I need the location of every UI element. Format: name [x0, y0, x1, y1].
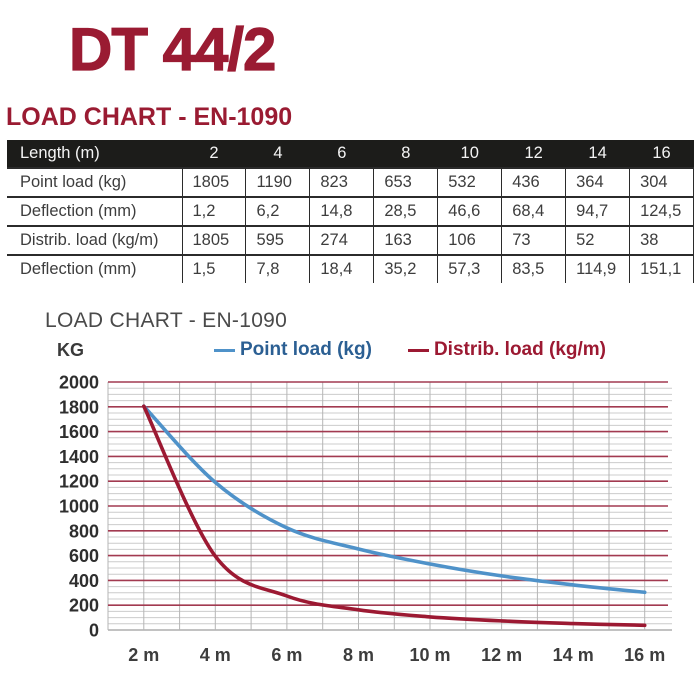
chart-legend: Point load (kg) Distrib. load (kg/m)	[214, 339, 606, 361]
table-cell: 6,2	[245, 196, 311, 226]
row-label: Distrib. load (kg/m)	[7, 225, 183, 255]
svg-text:8 m: 8 m	[343, 645, 374, 665]
svg-text:2 m: 2 m	[128, 645, 159, 665]
table-cell: 151,1	[629, 254, 694, 283]
table-header-value: 14	[565, 140, 630, 168]
point-load-line-swatch	[214, 348, 235, 352]
table-header-value: 10	[437, 140, 502, 168]
table-row: Deflection (mm) 1,2 6,2 14,8 28,5 46,6 68,4 94,…	[7, 196, 694, 226]
table-cell: 1805	[182, 225, 247, 255]
svg-text:1600: 1600	[59, 422, 99, 442]
distrib-load-line-swatch	[407, 348, 429, 352]
svg-text:800: 800	[69, 521, 99, 541]
table-cell: 46,6	[437, 196, 503, 226]
legend-label-distrib-load: Distrib. load (kg/m)	[433, 339, 607, 360]
table-header-value: 4	[245, 140, 310, 168]
table-cell: 595	[245, 225, 311, 255]
table-cell: 106	[437, 225, 503, 255]
svg-text:400: 400	[69, 571, 99, 591]
load-chart-heading: LOAD CHART - EN-1090	[6, 103, 293, 131]
table-cell: 436	[501, 167, 567, 197]
legend-label-point-load: Point load (kg)	[240, 339, 372, 360]
svg-text:1400: 1400	[59, 447, 99, 467]
table-cell: 94,7	[565, 196, 631, 226]
table-cell: 7,8	[245, 254, 311, 283]
row-label: Deflection (mm)	[7, 254, 183, 283]
table-header-row: Length (m) 2 4 6 8 10 12 14 16	[7, 140, 694, 168]
table-header-value: 8	[373, 140, 438, 168]
table-cell: 73	[501, 225, 567, 255]
table-cell: 823	[309, 167, 375, 197]
row-label: Point load (kg)	[7, 167, 183, 197]
table-cell: 68,4	[501, 196, 567, 226]
table-cell: 18,4	[309, 254, 375, 283]
svg-text:600: 600	[69, 546, 99, 566]
table-header-value: 6	[309, 140, 374, 168]
table-cell: 364	[565, 167, 631, 197]
svg-text:1200: 1200	[59, 472, 99, 492]
svg-text:16 m: 16 m	[624, 645, 665, 665]
svg-text:12 m: 12 m	[481, 645, 522, 665]
svg-text:2000: 2000	[59, 373, 99, 393]
legend-item-distrib-load: Distrib. load (kg/m)	[407, 339, 607, 361]
svg-text:1800: 1800	[59, 397, 99, 417]
product-title: DT 44/2	[68, 16, 277, 83]
table-cell: 1,2	[182, 196, 247, 226]
table-cell: 653	[373, 167, 439, 197]
table-cell: 532	[437, 167, 503, 197]
svg-text:200: 200	[69, 596, 99, 616]
svg-text:6 m: 6 m	[271, 645, 302, 665]
load-table: Length (m) 2 4 6 8 10 12 14 16 Point load (kg) 1…	[7, 140, 694, 283]
table-cell: 28,5	[373, 196, 439, 226]
svg-text:0: 0	[89, 621, 99, 641]
table-cell: 304	[629, 167, 694, 197]
y-axis-unit-label: KG	[57, 340, 84, 360]
table-row: Deflection (mm) 1,5 7,8 18,4 35,2 57,3 83,5 114…	[7, 254, 694, 283]
svg-text:10 m: 10 m	[409, 645, 450, 665]
load-chart-svg: 0 200 400 600 800 1000 1200 1400 1600 1800 2000 2 m…	[59, 373, 672, 665]
legend-item-point-load: Point load (kg)	[214, 339, 372, 361]
svg-text:1000: 1000	[59, 497, 99, 517]
load-table-body: Point load (kg) 1805 1190 823 653 532 436 364 30…	[7, 167, 694, 283]
chart-title: LOAD CHART - EN-1090	[45, 309, 288, 332]
table-cell: 35,2	[373, 254, 439, 283]
table-cell: 1190	[245, 167, 311, 197]
svg-text:14 m: 14 m	[553, 645, 594, 665]
svg-text:4 m: 4 m	[200, 645, 231, 665]
table-cell: 124,5	[629, 196, 694, 226]
table-header-value: 2	[182, 140, 246, 168]
table-header-label: Length (m)	[7, 140, 182, 168]
table-cell: 38	[629, 225, 694, 255]
table-row: Point load (kg) 1805 1190 823 653 532 436 364 30…	[7, 167, 694, 197]
table-cell: 14,8	[309, 196, 375, 226]
table-cell: 83,5	[501, 254, 567, 283]
table-cell: 114,9	[565, 254, 631, 283]
table-cell: 1,5	[182, 254, 247, 283]
table-cell: 274	[309, 225, 375, 255]
table-header-value: 12	[501, 140, 566, 168]
table-cell: 57,3	[437, 254, 503, 283]
table-cell: 1805	[182, 167, 247, 197]
table-cell: 163	[373, 225, 439, 255]
row-label: Deflection (mm)	[7, 196, 183, 226]
table-cell: 52	[565, 225, 631, 255]
table-row: Distrib. load (kg/m) 1805 595 274 163 106 73 52…	[7, 225, 694, 255]
table-header-value: 16	[629, 140, 694, 168]
